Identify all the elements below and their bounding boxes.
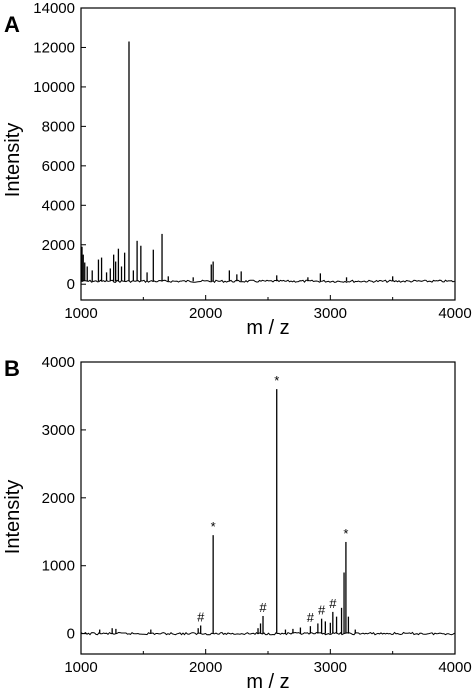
panel-b-ytick-label-4: 4000 — [42, 354, 75, 371]
panel-b-ticks: 1000 2000 3000 4000 0 1000 2000 3000 4000 — [42, 354, 472, 676]
panel-a: A 1000 2000 3000 4000 0 2000 4000 6000 8000 10000… — [2, 0, 472, 339]
panel-b-ytick-label-2: 2000 — [42, 490, 75, 507]
panel-b-xtick-label-2: 3000 — [314, 659, 347, 676]
panel-a-ytick-label-0: 0 — [67, 276, 75, 293]
panel-a-spectrum — [80, 41, 455, 284]
panel-a-letter: A — [4, 12, 20, 37]
panel-b-annotations: ***### # # — [197, 373, 348, 625]
panel-b-letter: B — [4, 356, 20, 381]
panel-b-spectrum — [80, 389, 455, 636]
panel-a-ticks: 1000 2000 3000 4000 0 2000 4000 6000 8000 10000 12… — [33, 0, 471, 322]
panel-b-ylabel: Intensity — [2, 480, 24, 554]
panel-a-ytick-label-7: 14000 — [33, 0, 75, 17]
panel-b-annotation-1: * — [274, 373, 279, 388]
panel-a-ytick-label-3: 6000 — [42, 158, 75, 175]
panel-b-annotation-6: # — [318, 603, 326, 618]
panel-b-ytick-label-3: 3000 — [42, 422, 75, 439]
panel-b-annotation-0: * — [211, 519, 216, 534]
panel-b-xlabel: m / z — [246, 671, 289, 693]
panel-a-baseline-trace — [80, 279, 455, 284]
panel-b-annotation-7: # — [329, 596, 337, 611]
panel-b-ytick-label-1: 1000 — [42, 558, 75, 575]
panel-b-xtick-label-1: 2000 — [189, 659, 222, 676]
panel-b-baseline-trace — [80, 631, 455, 636]
panel-b-xtick-label-3: 4000 — [438, 659, 471, 676]
panel-a-ytick-label-4: 8000 — [42, 118, 75, 135]
panel-a-ytick-label-1: 2000 — [42, 237, 75, 254]
panel-b-annotation-5: # — [307, 610, 315, 625]
panel-a-xlabel: m / z — [246, 317, 289, 339]
panel-a-ytick-label-2: 4000 — [42, 197, 75, 214]
panel-a-ytick-label-5: 10000 — [33, 79, 75, 96]
panel-b-xtick-label-0: 1000 — [64, 659, 97, 676]
panel-b-annotation-3: # — [197, 609, 205, 624]
panel-b-annotation-2: * — [343, 526, 348, 541]
panel-a-xtick-label-2: 3000 — [314, 305, 347, 322]
panel-a-ytick-label-6: 12000 — [33, 39, 75, 56]
panel-a-xtick-label-3: 4000 — [438, 305, 471, 322]
panel-b: B ***### # # 1000 2000 3000 40000100020003000… — [2, 354, 472, 693]
panel-b-frame — [80, 361, 456, 655]
panel-a-xtick-label-0: 1000 — [64, 305, 97, 322]
panel-a-xtick-label-1: 2000 — [189, 305, 222, 322]
panel-b-ytick-label-0: 0 — [67, 626, 75, 643]
panel-b-annotation-4: # — [259, 600, 267, 615]
panel-a-ylabel: Intensity — [2, 123, 24, 197]
